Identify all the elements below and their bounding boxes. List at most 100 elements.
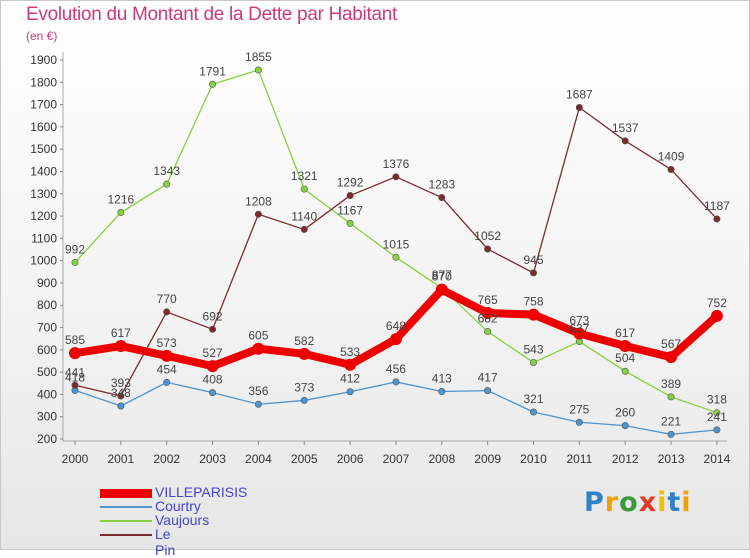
data-point-vaujours [71,258,79,266]
data-label-le-pin: 1052 [474,229,501,243]
data-label-vaujours: 992 [65,242,85,256]
data-point-vaujours [667,393,675,401]
data-point-vaujours [163,180,171,188]
data-point-le-pin [575,103,583,111]
x-tick-label: 2008 [428,452,455,466]
x-tick-label: 2010 [520,452,547,466]
legend-swatch-courtry [100,506,152,508]
data-label-villeparisis: 765 [478,293,498,307]
y-tick-label: 700 [37,321,57,335]
logo-letter: t [667,487,682,518]
data-label-villeparisis: 758 [523,295,543,309]
data-label-le-pin: 1208 [245,194,272,208]
data-label-le-pin: 1140 [291,209,317,223]
legend-swatch-vaujours [100,520,152,522]
data-point-villeparisis [114,340,127,353]
y-tick-label: 600 [37,343,57,357]
legend-label-vaujours: Vaujours [155,512,210,528]
data-point-villeparisis [435,283,448,296]
data-point-le-pin [254,210,262,218]
logo-letter: i [657,487,668,518]
y-tick-label: 1900 [30,53,57,67]
data-point-villeparisis [573,327,586,340]
data-label-villeparisis: 573 [157,336,177,350]
chart-title: Evolution du Montant de la Dette par Hab… [26,4,397,25]
x-tick-label: 2006 [337,452,364,466]
data-label-courtry: 373 [294,380,314,394]
data-point-courtry [392,378,400,386]
x-tick-label: 2012 [612,452,639,466]
data-label-courtry: 356 [248,384,268,398]
data-point-villeparisis [298,347,311,360]
data-point-courtry [529,408,537,416]
data-label-le-pin: 1187 [704,199,730,213]
y-tick-label: 1000 [30,254,57,268]
y-tick-label: 300 [37,410,57,424]
data-label-le-pin: 770 [157,292,177,306]
data-point-courtry [346,388,354,396]
data-label-villeparisis: 605 [248,329,268,343]
data-label-vaujours: 1216 [107,192,134,206]
y-tick-label: 400 [37,387,57,401]
y-tick-label: 1500 [30,142,57,156]
data-label-le-pin: 1537 [612,121,639,135]
data-label-villeparisis: 585 [65,333,85,347]
data-labels: 585 617 573 527 605 582 533 648 870 765 758 673 617 5… [65,50,730,428]
data-point-le-pin [117,392,125,400]
data-label-vaujours: 504 [615,351,635,365]
data-point-courtry [163,378,171,386]
data-label-courtry: 418 [65,370,85,384]
data-point-le-pin [71,381,79,389]
data-label-courtry: 456 [386,362,406,376]
data-point-vaujours [484,328,492,336]
axes: 200 300 400 500 600 700 800 900 1000 1100 1200 1300… [30,52,731,466]
y-tick-label: 500 [37,365,57,379]
logo-letter: r [604,487,620,518]
data-label-courtry: 321 [523,392,543,406]
data-label-le-pin: 441 [65,365,85,379]
y-tick-label: 1200 [30,209,57,223]
data-point-villeparisis [665,351,678,364]
data-label-vaujours: 1015 [383,237,410,251]
data-label-villeparisis: 648 [386,319,406,333]
data-label-villeparisis: 673 [569,314,589,328]
data-label-vaujours: 1343 [153,164,180,178]
data-point-courtry [117,402,125,410]
series-lines [69,66,723,438]
data-label-vaujours: 682 [478,312,498,326]
data-point-villeparisis [527,308,540,321]
data-label-courtry: 348 [111,386,131,400]
data-label-le-pin: 1376 [383,157,410,171]
data-point-vaujours [621,367,629,375]
data-label-villeparisis: 533 [340,345,360,359]
y-tick-label: 1300 [30,187,57,201]
data-point-vaujours [392,253,400,261]
data-label-le-pin: 393 [111,376,131,390]
logo-letter: i [681,487,692,518]
logo-letter: o [619,487,639,518]
x-tick-label: 2011 [566,452,592,466]
data-point-villeparisis [206,360,219,373]
data-label-courtry: 275 [569,402,589,416]
legend-swatch-villeparisis [100,489,152,498]
data-label-le-pin: 1687 [566,87,593,101]
data-point-villeparisis [619,340,632,353]
legend-label-villeparisis: VILLEPARISIS [155,484,248,500]
data-label-courtry: 454 [157,362,177,376]
data-point-le-pin [438,194,446,202]
data-point-le-pin [529,269,537,277]
data-label-vaujours: 389 [661,377,681,391]
x-tick-label: 2003 [199,452,226,466]
y-tick-label: 1600 [30,120,57,134]
data-label-courtry: 412 [340,372,360,386]
logo-letter: x [638,487,658,518]
data-point-le-pin [621,137,629,145]
data-point-courtry [209,389,217,397]
data-label-le-pin: 692 [203,309,223,323]
data-label-courtry: 221 [661,414,681,428]
data-label-villeparisis: 870 [432,270,452,284]
data-point-le-pin [667,165,675,173]
data-label-vaujours: 1321 [291,169,318,183]
data-point-courtry [300,396,308,404]
proxiti-logo: Proxiti [584,487,692,518]
